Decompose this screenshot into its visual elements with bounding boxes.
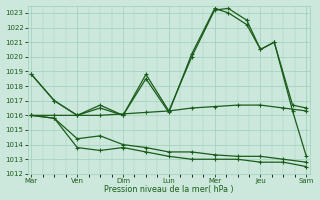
X-axis label: Pression niveau de la mer( hPa ): Pression niveau de la mer( hPa ): [104, 185, 234, 194]
